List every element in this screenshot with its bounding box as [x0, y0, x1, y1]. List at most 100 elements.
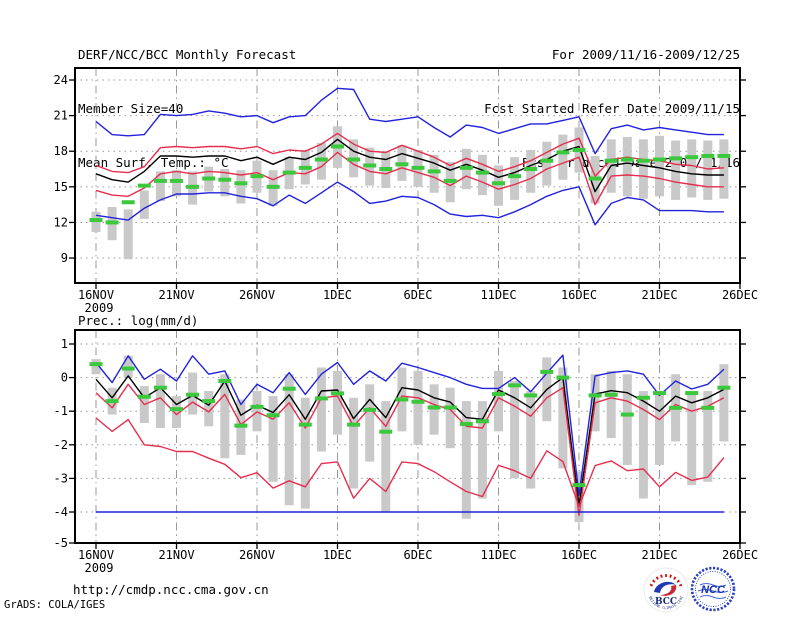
- median-marker: [202, 176, 216, 181]
- median-marker: [685, 391, 699, 396]
- median-marker: [701, 153, 715, 158]
- median-marker: [105, 399, 119, 404]
- ensemble-mean-line: [95, 375, 725, 506]
- x-tick-label: 16DEC: [561, 288, 597, 302]
- median-marker: [604, 158, 618, 163]
- median-marker: [363, 163, 377, 168]
- spread-bar: [268, 396, 278, 482]
- axis-frame: [74, 67, 741, 284]
- x-tick-label: 26DEC: [722, 548, 758, 562]
- lower-band-line: [95, 151, 724, 206]
- spread-bar: [719, 364, 729, 442]
- median-marker: [347, 157, 361, 162]
- header-left: DERF/NCC/BCC Monthly Forecast Member Siz…: [78, 10, 296, 208]
- y-tick-label: -2: [54, 438, 68, 452]
- spread-bar: [542, 141, 552, 186]
- median-marker: [250, 174, 264, 179]
- median-marker: [234, 181, 248, 186]
- y-tick-label: -4: [54, 505, 68, 519]
- spread-bar: [558, 134, 568, 180]
- spread-bar: [155, 171, 165, 202]
- median-marker: [331, 391, 344, 396]
- median-marker: [685, 155, 699, 160]
- y-tick-label: 12: [54, 215, 68, 229]
- median-marker: [717, 153, 731, 158]
- median-marker: [508, 383, 522, 388]
- fcst-refer-date: Fcst Started Refer Date 2009/11/15: [484, 101, 740, 116]
- median-marker: [218, 177, 232, 182]
- ncc-logo-circle: [690, 566, 736, 612]
- page-title: DERF/NCC/BCC Monthly Forecast: [78, 47, 297, 62]
- spread-bar: [558, 367, 568, 469]
- x-tick-label: 1DEC: [323, 548, 352, 562]
- median-marker: [443, 178, 457, 183]
- median-marker: [266, 413, 280, 418]
- median-marker: [556, 150, 570, 155]
- spread-bar: [445, 387, 455, 449]
- median-marker: [266, 184, 280, 189]
- median-marker: [492, 181, 505, 186]
- median-marker: [363, 407, 377, 412]
- spread-bar: [622, 136, 632, 197]
- median-marker: [540, 369, 554, 374]
- ncc-wave-icon: [699, 582, 727, 588]
- x-tick-label: 21NOV: [158, 548, 194, 562]
- median-marker: [379, 167, 393, 172]
- ncc-wreath-icon: [690, 566, 736, 612]
- median-marker: [443, 405, 457, 410]
- median-marker: [218, 378, 232, 383]
- y-tick-label: -1: [54, 404, 68, 418]
- bcc-logo-text: BCC: [655, 597, 677, 607]
- median-marker: [395, 397, 409, 402]
- x-tick-label: 26NOV: [239, 288, 275, 302]
- bcc-swirl-blue-icon: [654, 581, 676, 593]
- median-marker: [653, 391, 666, 396]
- spread-bar: [413, 370, 423, 445]
- median-marker: [588, 176, 602, 181]
- bcc-chinese-arc-icon: [649, 574, 683, 587]
- median-marker: [170, 407, 183, 412]
- spread-bar: [638, 139, 648, 199]
- spread-bar: [349, 397, 359, 489]
- spread-bar: [284, 374, 294, 506]
- spread-bar: [429, 384, 439, 435]
- median-marker: [459, 165, 473, 170]
- y-tick-label: 24: [54, 73, 68, 87]
- median-marker: [89, 218, 103, 223]
- median-marker: [411, 399, 425, 404]
- member-max-line: [95, 354, 725, 496]
- x-tick-label: 6DEC: [404, 288, 433, 302]
- y-tick-label: 0: [61, 371, 68, 385]
- ncc-logo: NCC: [689, 565, 737, 617]
- median-marker: [170, 178, 183, 183]
- median-marker: [395, 162, 409, 167]
- spread-bar: [703, 391, 713, 482]
- ncc-inner-ring-icon: [695, 571, 731, 607]
- member-max-line: [95, 87, 724, 155]
- spread-bar: [316, 367, 326, 452]
- median-marker: [153, 178, 167, 183]
- spread-bar: [526, 150, 536, 193]
- median-marker: [137, 394, 151, 399]
- median-marker: [347, 422, 361, 427]
- spread-bar: [220, 169, 230, 197]
- x-tick-label: 21NOV: [158, 288, 194, 302]
- x-tick-label: 16DEC: [561, 548, 597, 562]
- median-marker: [282, 170, 296, 175]
- median-marker: [636, 158, 650, 163]
- spread-bar: [139, 190, 149, 219]
- median-marker: [524, 167, 538, 172]
- upper-band-line: [95, 383, 725, 517]
- y-tick-label: 15: [54, 180, 68, 194]
- median-marker: [427, 405, 441, 410]
- median-marker: [717, 385, 731, 390]
- spread-bar: [429, 154, 439, 193]
- spread-bar: [300, 397, 310, 509]
- spread-bar: [252, 391, 262, 432]
- source-url: http://cmdp.ncc.cma.gov.cn: [73, 582, 269, 597]
- x-tick-label: 26DEC: [722, 288, 758, 302]
